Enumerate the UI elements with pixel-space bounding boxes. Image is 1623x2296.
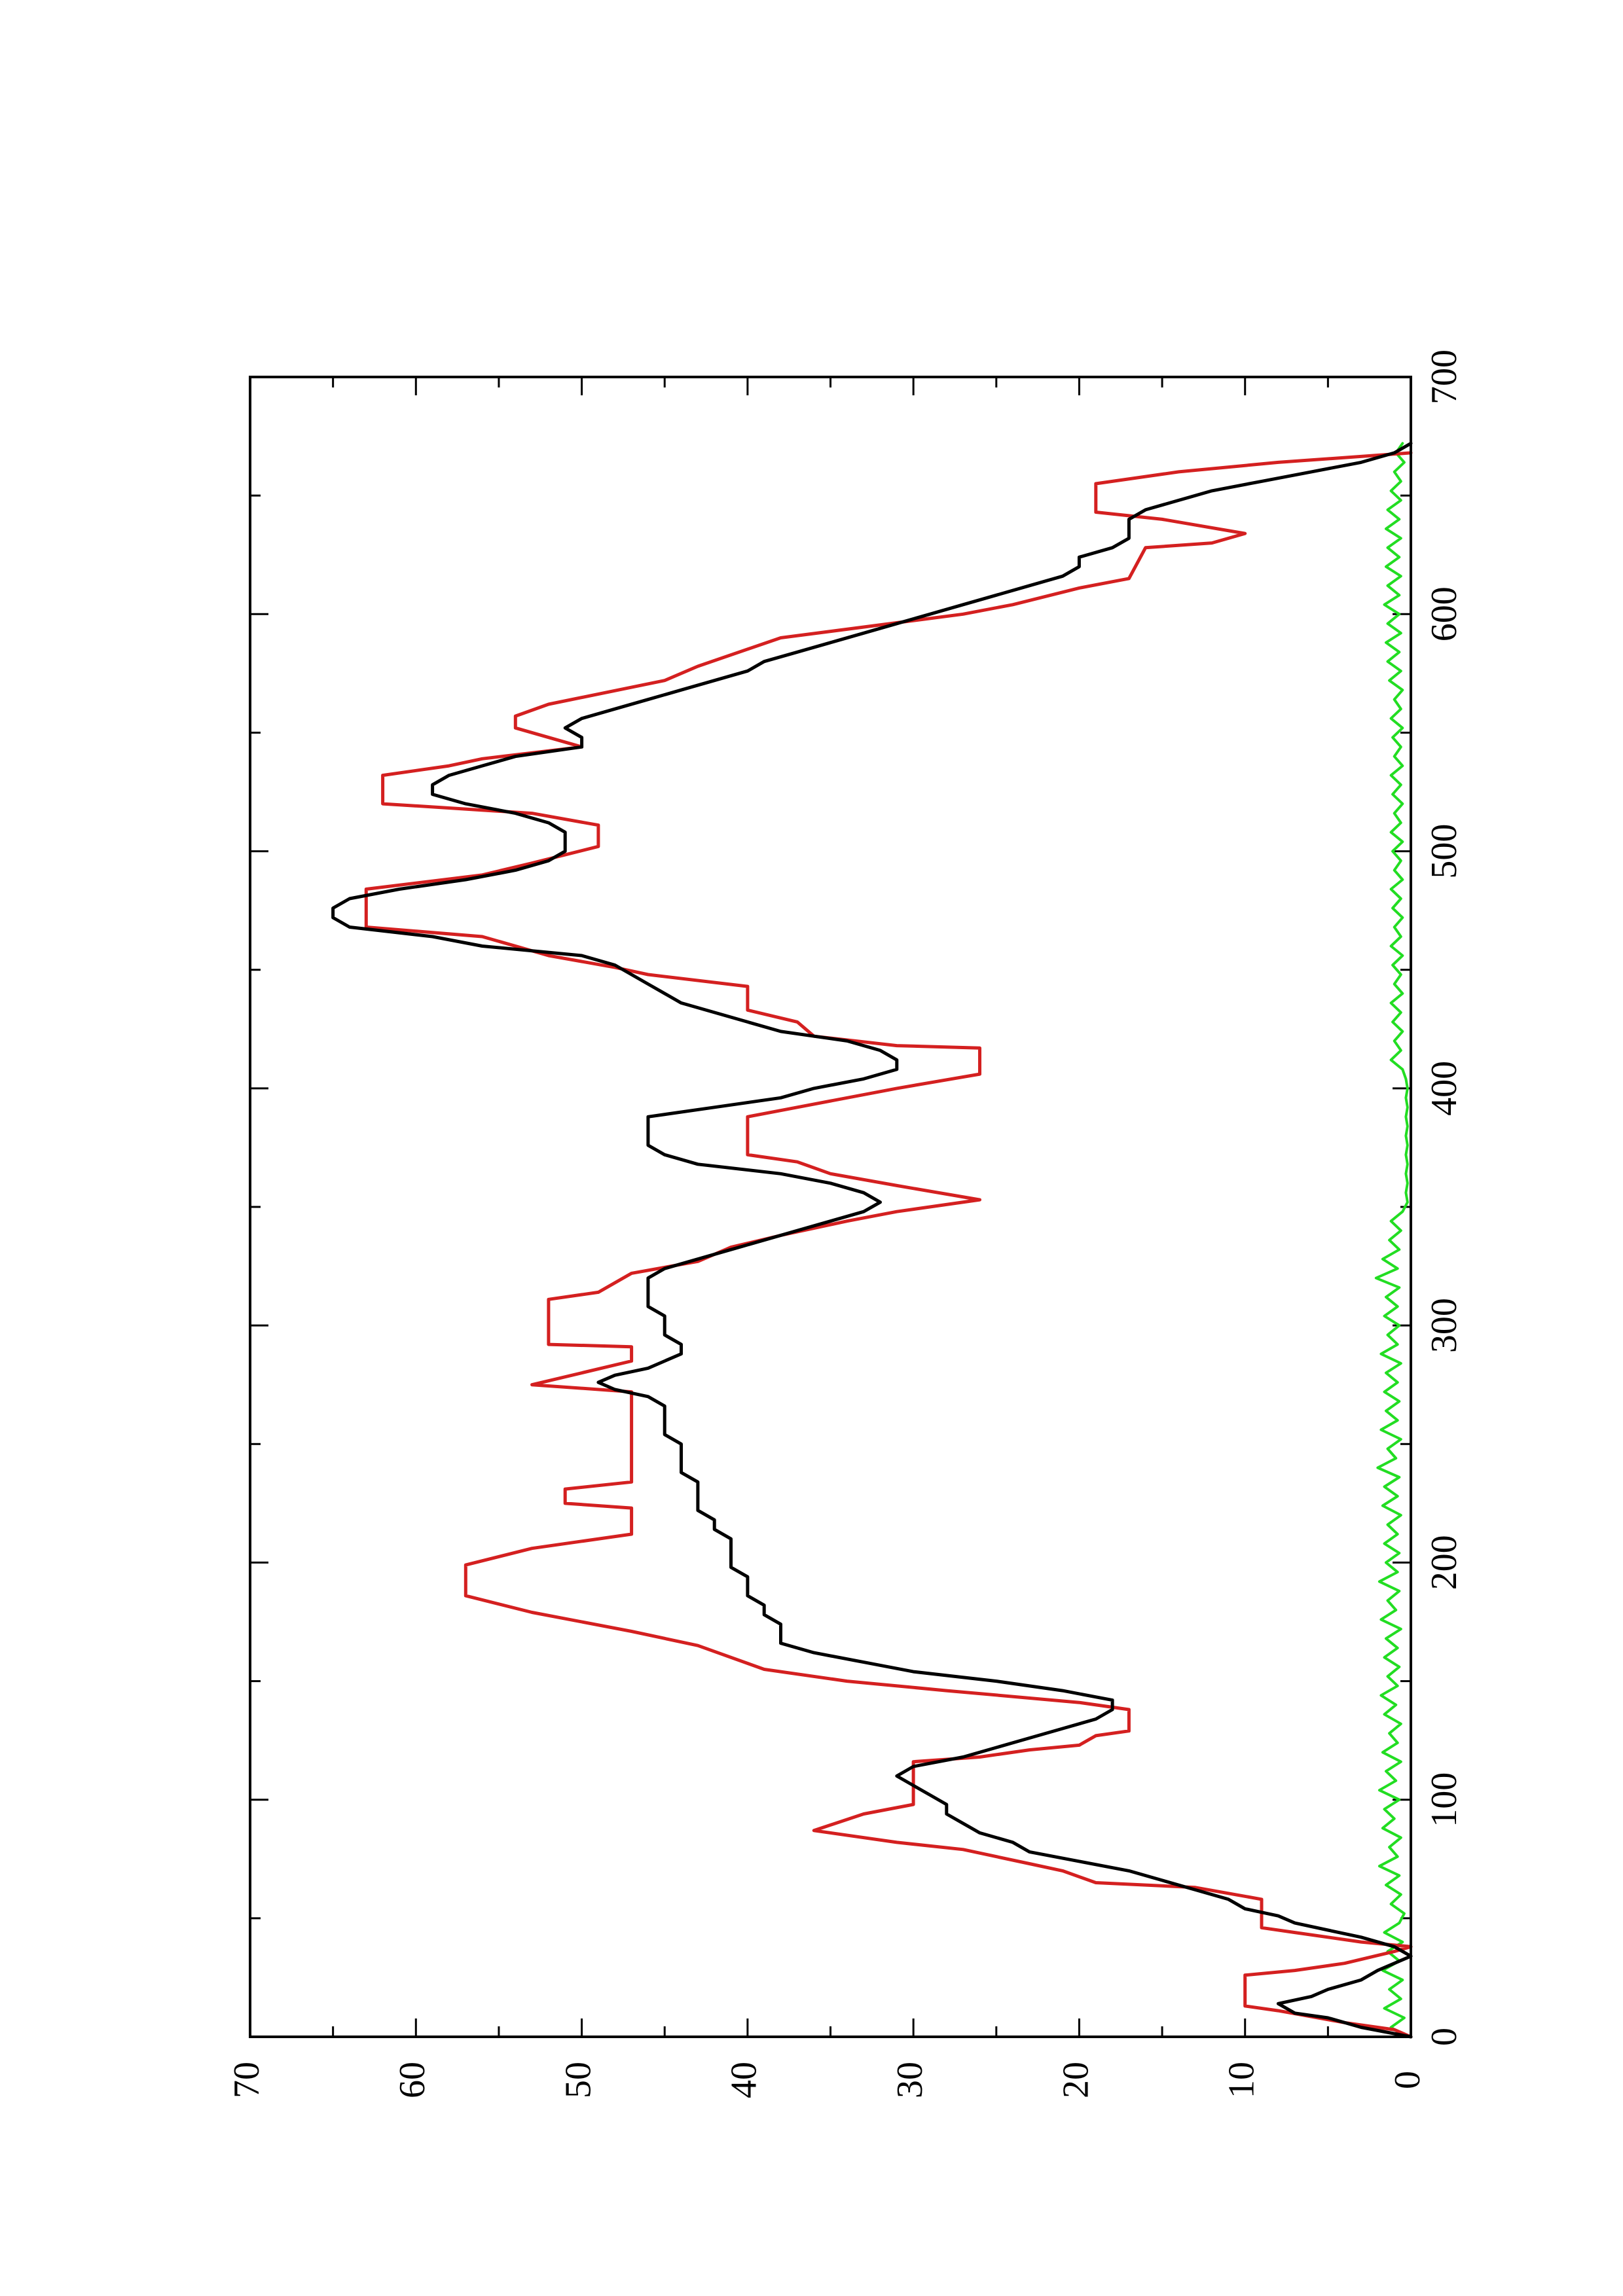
- y-tick-label: 30: [890, 2062, 930, 2098]
- x-tick-label: 600: [1424, 586, 1465, 641]
- x-tick-label: 200: [1424, 1535, 1465, 1590]
- x-tick-label: 300: [1424, 1298, 1465, 1353]
- series-line-3: [1374, 442, 1409, 2038]
- x-tick-label: 0: [1424, 2028, 1465, 2046]
- y-tick-label: 60: [392, 2062, 433, 2098]
- x-tick-label: 400: [1424, 1061, 1465, 1116]
- y-tick-label: 40: [724, 2062, 765, 2098]
- y-tick-label: 10: [1222, 2062, 1262, 2098]
- y-tick-label: 70: [227, 2062, 267, 2098]
- x-tick-label: 700: [1424, 350, 1465, 404]
- x-tick-label: 500: [1424, 824, 1465, 879]
- series-line-2: [331, 441, 1413, 2039]
- y-tick-label: 50: [558, 2062, 598, 2098]
- series-layer: [331, 441, 1413, 2039]
- y-tick-label: 20: [1055, 2062, 1096, 2098]
- x-tick-label: 100: [1424, 1772, 1465, 1827]
- plot-frame: [249, 376, 1412, 2038]
- labels-layer: 0 100 200 300 400 500 600 700 0 10 20 30 40 50 60 70: [227, 350, 1465, 2098]
- y-tick-label: 0: [1387, 2071, 1428, 2089]
